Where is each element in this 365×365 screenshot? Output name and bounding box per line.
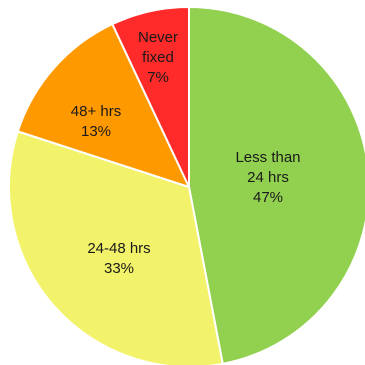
slice-category-label: fixed [142, 49, 174, 66]
slice-category-label: Less than [235, 149, 300, 166]
pie-slice-0 [188, 6, 365, 365]
slice-value-label: 33% [104, 260, 134, 277]
slice-label-1: 24-48 hrs 33% [87, 240, 150, 277]
pie-slice-1 [8, 130, 224, 365]
slice-label-0: Less than 24 hrs 47% [235, 149, 300, 206]
slice-label-3: Never fixed 7% [138, 29, 178, 86]
slice-value-label: 13% [81, 123, 111, 140]
slice-value-label: 47% [253, 189, 283, 206]
slice-value-label: 7% [147, 69, 169, 86]
slice-category-label: 24-48 hrs [87, 240, 150, 257]
slice-category-label: 48+ hrs [71, 103, 121, 120]
pie-slice-3 [111, 6, 190, 188]
pie-slice-2 [16, 23, 190, 188]
slice-label-2: 48+ hrs 13% [71, 103, 121, 140]
slice-category-label: 24 hrs [247, 169, 289, 186]
slice-category-label: Never [138, 29, 178, 46]
